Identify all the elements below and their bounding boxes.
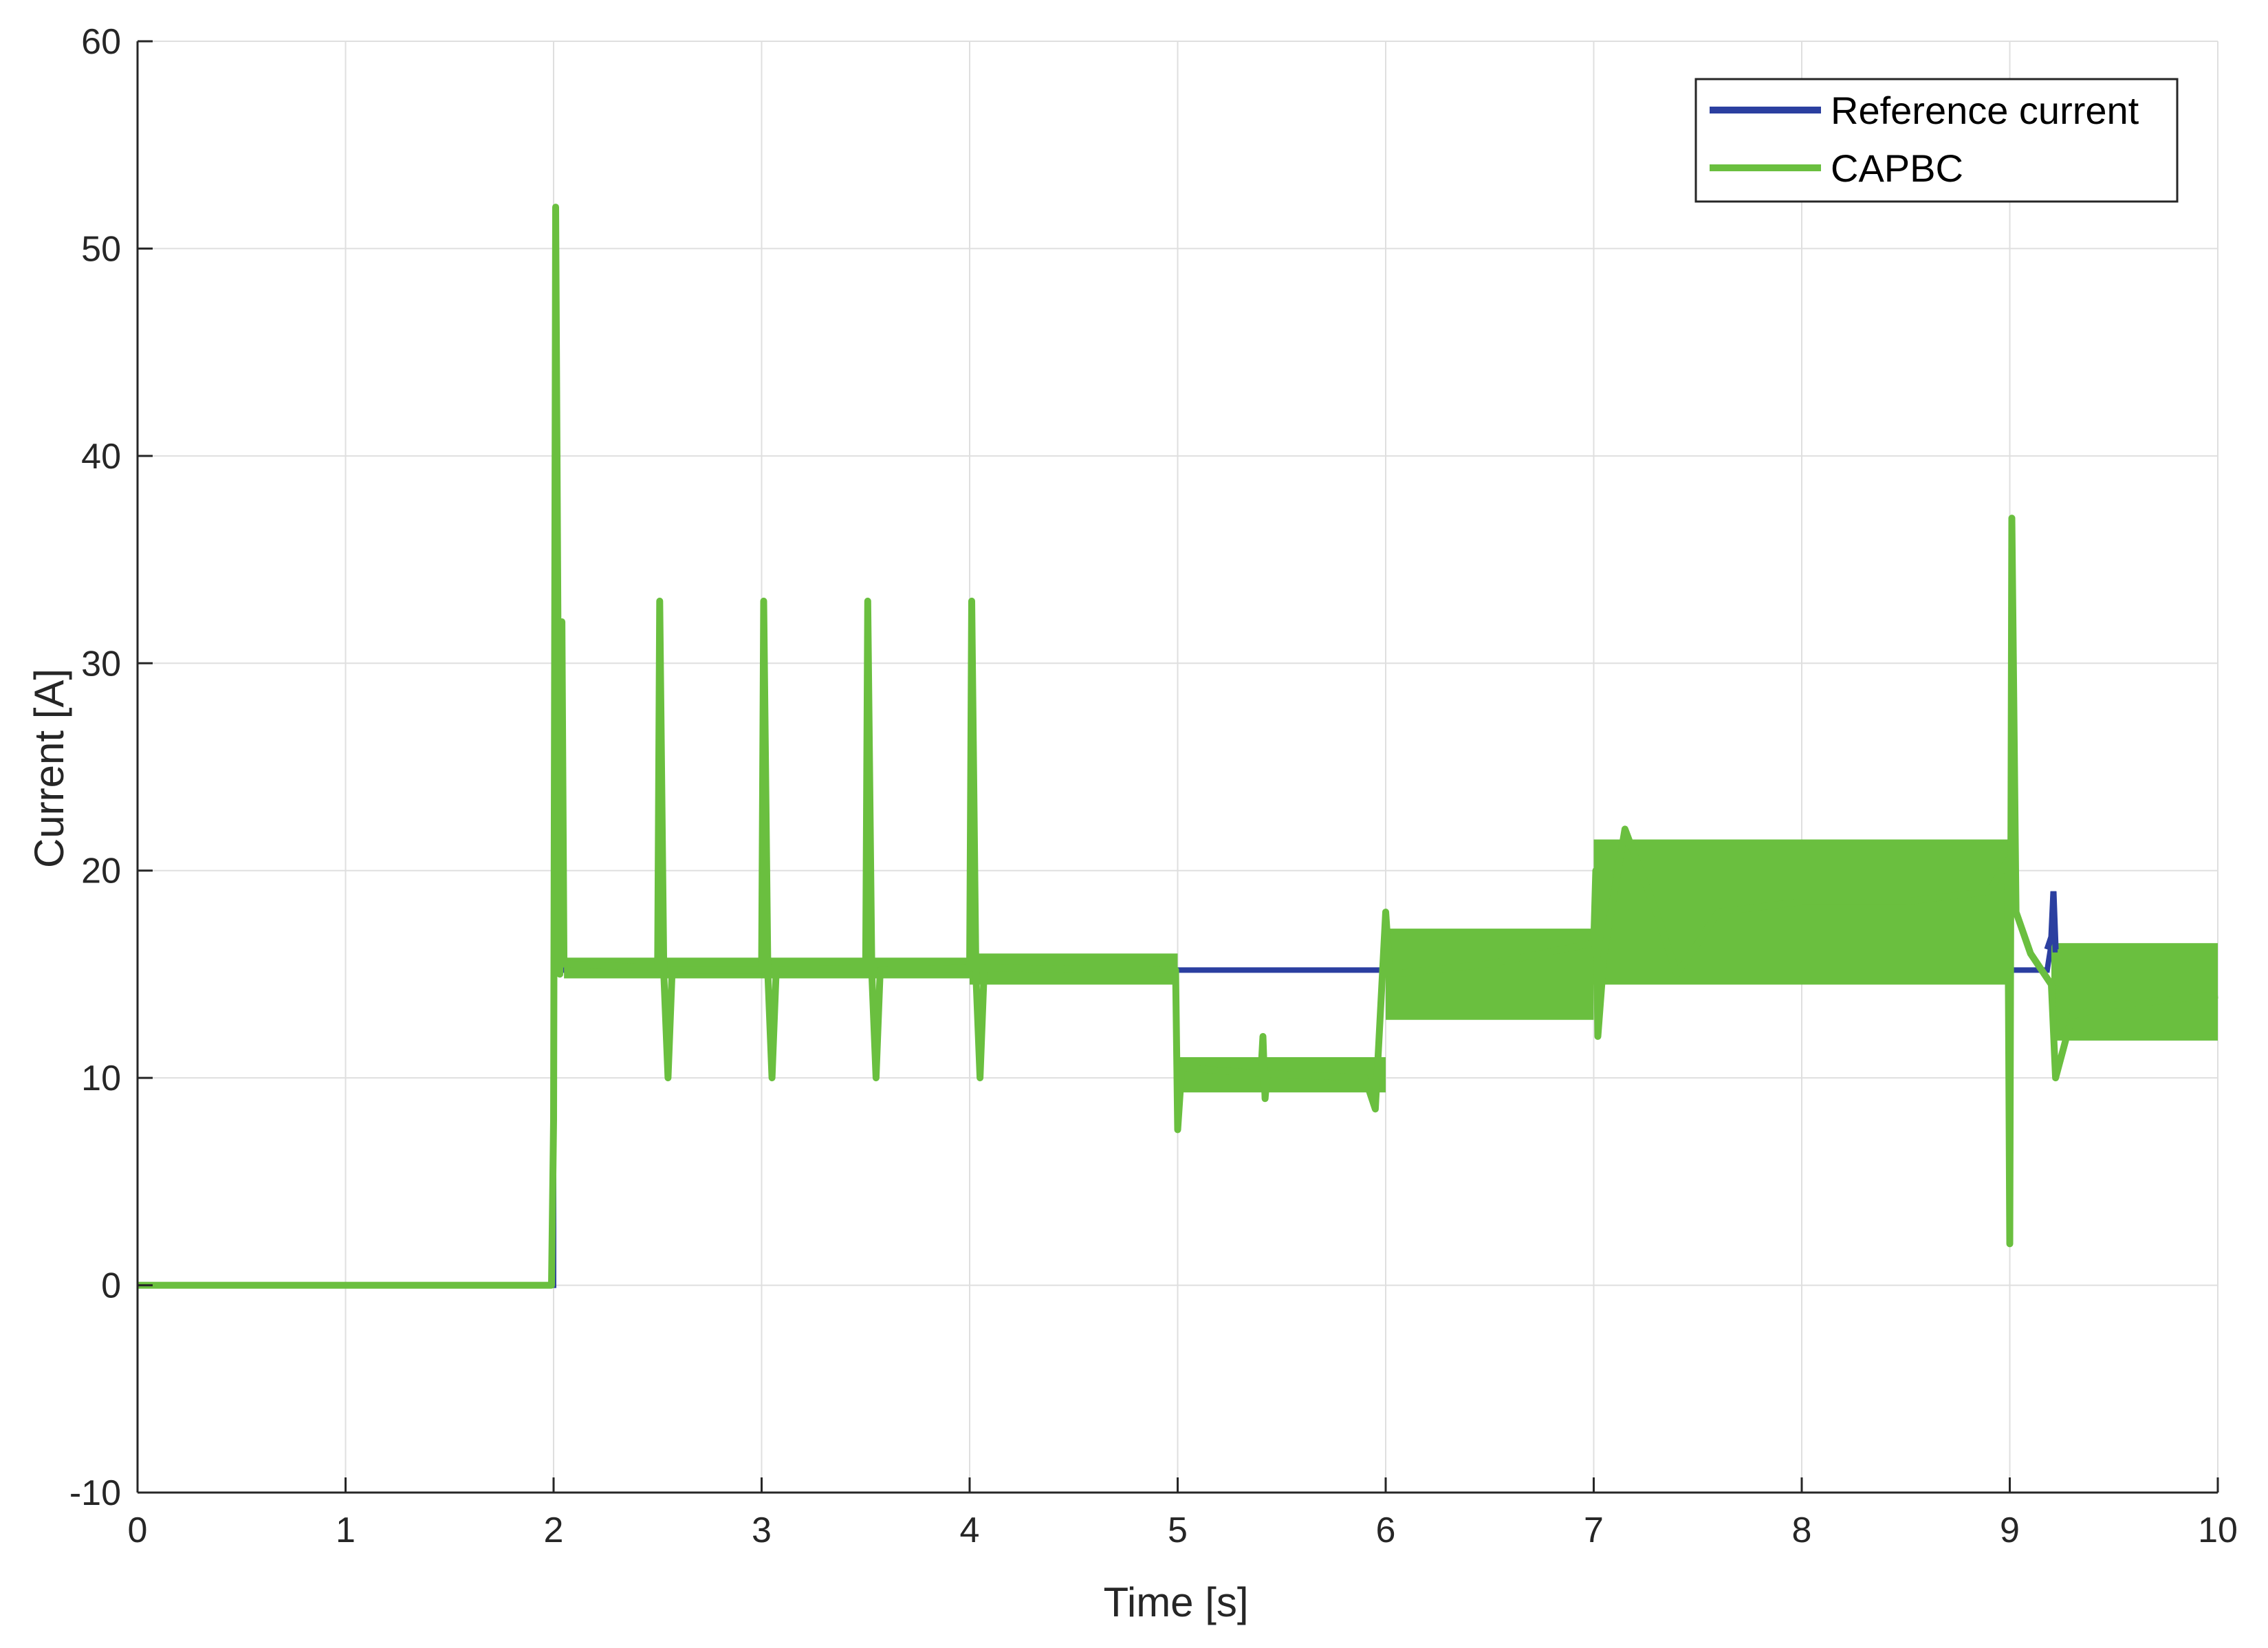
y-tick-label: 60 [81, 22, 121, 62]
plot-area [138, 204, 2218, 1289]
legend-box [1694, 78, 2179, 203]
x-tick-label: 9 [2000, 1510, 2020, 1550]
x-tick-label: 1 [336, 1510, 356, 1550]
x-tick-label: 0 [128, 1510, 148, 1550]
x-tick-label: 5 [1168, 1510, 1188, 1550]
x-tick-label: 6 [1376, 1510, 1396, 1550]
series-band-capbc [2051, 943, 2218, 1041]
series-line-capbc [138, 204, 2218, 1289]
x-tick-label: 7 [1584, 1510, 1604, 1550]
y-tick-label: -10 [69, 1473, 121, 1513]
y-tick-label: 10 [81, 1059, 121, 1098]
axes [136, 40, 2219, 1494]
y-axis-title: Current [A] [26, 669, 72, 868]
legend-label-reference-current: Reference current [1831, 89, 2139, 132]
y-tick-label: 30 [81, 644, 121, 684]
x-tick-label: 3 [752, 1510, 772, 1550]
legend: Reference current CAPBC [1694, 78, 2179, 203]
series-band-capbc [1593, 839, 2010, 985]
x-tick-label: 2 [544, 1510, 564, 1550]
y-tick-label: 20 [81, 852, 121, 891]
series-line-reference-current-detail [2044, 891, 2059, 953]
y-tick-label: 0 [101, 1266, 121, 1306]
y-tick-label: 40 [81, 437, 121, 477]
x-tick-label: 4 [960, 1510, 980, 1550]
x-axis-title: Time [s] [1103, 1579, 1248, 1625]
legend-label-capbc: CAPBC [1831, 147, 1963, 190]
y-tick-label: 50 [81, 229, 121, 269]
x-tick-label: 8 [1792, 1510, 1812, 1550]
x-tick-label: 10 [2198, 1510, 2238, 1550]
